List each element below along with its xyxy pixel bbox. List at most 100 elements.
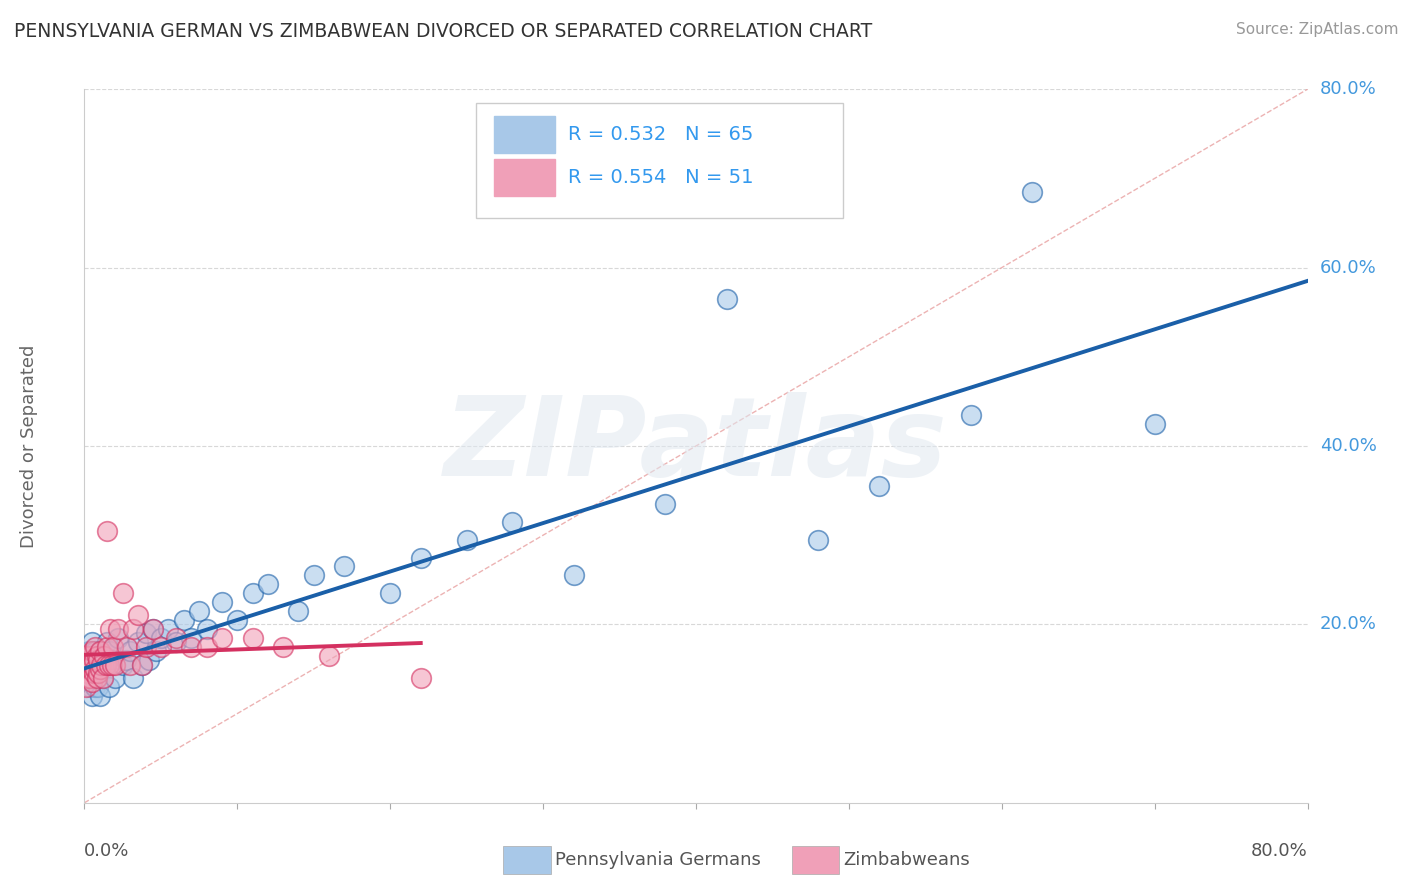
Point (75, 680, 97, 694)
Point (122, 671, 145, 685)
Point (87, 653, 110, 667)
Point (76, 657, 98, 672)
Point (211, 631, 233, 645)
Point (101, 653, 124, 667)
Point (226, 613, 249, 627)
Point (135, 640, 157, 654)
Point (103, 640, 125, 654)
Point (180, 640, 202, 654)
Point (90, 657, 112, 672)
FancyBboxPatch shape (494, 159, 555, 196)
Point (97, 680, 120, 694)
Point (122, 622, 145, 636)
Point (83, 666, 105, 681)
Text: 80.0%: 80.0% (1251, 842, 1308, 860)
Point (96, 524, 118, 538)
Point (80, 657, 103, 672)
Text: 20.0%: 20.0% (1320, 615, 1376, 633)
Point (104, 671, 127, 685)
Point (120, 644, 142, 658)
Point (83, 671, 105, 685)
Point (87, 657, 110, 672)
Point (107, 622, 129, 636)
Point (114, 653, 136, 667)
Point (807, 533, 830, 547)
Point (79, 648, 101, 663)
Text: 0.0%: 0.0% (84, 842, 129, 860)
Point (76, 671, 98, 685)
Text: R = 0.532   N = 65: R = 0.532 N = 65 (568, 126, 752, 145)
Point (97, 657, 120, 672)
Point (87, 680, 110, 694)
Point (76, 666, 98, 681)
Point (80, 689, 103, 703)
Point (93, 648, 115, 663)
Point (138, 653, 160, 667)
Point (93, 653, 115, 667)
Point (80, 635, 103, 649)
Point (157, 622, 180, 636)
Point (333, 559, 356, 574)
Point (83, 653, 105, 667)
Point (271, 640, 294, 654)
Point (77, 662, 100, 676)
Point (115, 640, 138, 654)
Point (86, 671, 108, 685)
Point (135, 626, 157, 640)
Point (86, 671, 108, 685)
Point (98, 622, 121, 636)
Point (1021, 185, 1043, 199)
Point (409, 550, 432, 565)
Text: R = 0.554   N = 51: R = 0.554 N = 51 (568, 169, 754, 187)
Point (94, 657, 117, 672)
Point (127, 635, 149, 649)
Point (75, 648, 97, 663)
Point (107, 631, 129, 645)
Point (188, 604, 211, 618)
Point (173, 613, 195, 627)
Point (654, 497, 676, 511)
Point (77, 657, 100, 672)
Point (89, 644, 111, 658)
Point (409, 671, 432, 685)
Point (80, 657, 103, 672)
Point (94, 657, 117, 672)
Text: PENNSYLVANIA GERMAN VS ZIMBABWEAN DIVORCED OR SEPARATED CORRELATION CHART: PENNSYLVANIA GERMAN VS ZIMBABWEAN DIVORC… (14, 22, 872, 41)
Point (302, 568, 325, 582)
Point (84, 640, 107, 654)
Point (84, 680, 107, 694)
Point (131, 657, 153, 672)
Point (79, 680, 101, 694)
Point (195, 622, 218, 636)
Point (960, 408, 983, 422)
Point (120, 657, 142, 672)
Point (86, 653, 108, 667)
Point (165, 635, 187, 649)
Point (89, 644, 111, 658)
Point (83, 653, 105, 667)
Point (80, 644, 103, 658)
Point (96, 635, 118, 649)
Point (149, 640, 172, 654)
Point (131, 657, 153, 672)
Point (149, 631, 172, 645)
Text: ZIPatlas: ZIPatlas (444, 392, 948, 500)
FancyBboxPatch shape (494, 116, 555, 153)
Point (127, 608, 149, 623)
Point (145, 644, 167, 658)
Text: 80.0%: 80.0% (1320, 80, 1376, 98)
Point (91, 671, 114, 685)
Point (84, 662, 107, 676)
Point (84, 644, 107, 658)
Point (257, 577, 280, 591)
Point (287, 604, 309, 618)
Point (77, 671, 100, 685)
Point (89, 662, 111, 676)
Point (90, 657, 112, 672)
Point (75, 657, 97, 672)
Point (180, 631, 202, 645)
Point (716, 292, 738, 306)
Point (242, 586, 264, 600)
Point (142, 622, 165, 636)
Point (96, 640, 118, 654)
